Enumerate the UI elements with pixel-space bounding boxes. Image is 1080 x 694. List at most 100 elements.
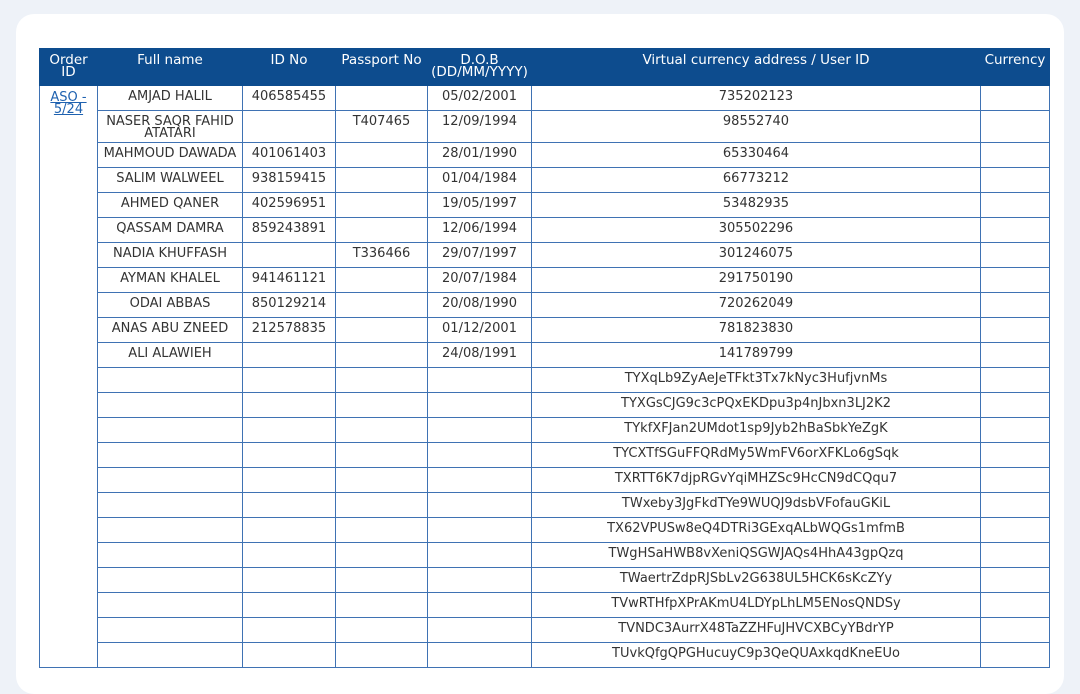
full-name-cell [97,542,243,568]
id-no-cell [242,492,336,518]
address-cell: 781823830 [531,317,981,343]
address-cell: 291750190 [531,267,981,293]
full-name-cell: AHMED QANER [97,192,243,218]
column-header: D.O.B (DD/MM/YYYY) [427,48,532,86]
table-row: TX62VPUSw8eQ4DTRi3GExqALbWQGs1mfmB [40,517,1050,543]
id-no-cell [242,567,336,593]
dob-cell [427,367,532,393]
table-row: TYXGsCJG9c3cPQxEKDpu3p4nJbxn3LJ2K2 [40,392,1050,418]
column-header: Passport No [335,48,428,86]
passport-no-cell [335,492,428,518]
currency-cell [980,542,1050,568]
currency-cell [980,217,1050,243]
table-row: AHMED QANER 402596951 19/05/1997 53482935 [40,192,1050,218]
currency-cell [980,342,1050,368]
address-cell: TWgHSaHWB8vXeniQSGWJAQs4HhA43gpQzq [531,542,981,568]
id-no-cell [242,110,336,143]
passport-no-cell [335,85,428,111]
dob-cell: 29/07/1997 [427,242,532,268]
id-no-cell: 859243891 [242,217,336,243]
id-no-cell [242,642,336,668]
table-row: TYkfXFJan2UMdot1sp9Jyb2hBaSbkYeZgK [40,417,1050,443]
dob-cell: 12/06/1994 [427,217,532,243]
full-name-cell: MAHMOUD DAWADA [97,142,243,168]
header-row: Order ID Full name ID No Passport No D.O.B (… [39,48,1050,86]
id-no-cell [242,517,336,543]
dob-cell: 20/08/1990 [427,292,532,318]
card: Order ID Full name ID No Passport No D.O.B (… [16,14,1064,694]
table-row: QASSAM DAMRA 859243891 12/06/1994 305502296 [40,217,1050,243]
address-cell: TYXGsCJG9c3cPQxEKDpu3p4nJbxn3LJ2K2 [531,392,981,418]
table-row: ASO - 5/24 AMJAD HALIL 406585455 05/02/2001… [39,85,1050,668]
address-cell: 735202123 [531,85,981,111]
address-cell: TWaertrZdpRJSbLv2G638UL5HCK6sKcZYy [531,567,981,593]
table-row: TVNDC3AurrX48TaZZHFuJHVCXBCyYBdrYP [40,617,1050,643]
passport-no-cell: T407465 [335,110,428,143]
id-no-cell [242,417,336,443]
address-cell: TWxeby3JgFkdTYe9WUQJ9dsbVFofauGKiL [531,492,981,518]
passport-no-cell [335,342,428,368]
order-id-link[interactable]: ASO - 5/24 [50,90,87,117]
passport-no-cell [335,292,428,318]
passport-no-cell [335,217,428,243]
passport-no-cell: T336466 [335,242,428,268]
address-cell: 305502296 [531,217,981,243]
full-name-cell [97,392,243,418]
table-row: TWxeby3JgFkdTYe9WUQJ9dsbVFofauGKiL [40,492,1050,518]
full-name-cell: NASER SAQR FAHID ATATARI [97,110,243,143]
full-name-cell: NADIA KHUFFASH [97,242,243,268]
full-name-cell: ODAI ABBAS [97,292,243,318]
full-name-cell [97,417,243,443]
dob-cell: 20/07/1984 [427,267,532,293]
currency-cell [980,242,1050,268]
dob-cell [427,442,532,468]
id-no-cell [242,342,336,368]
address-cell: TVNDC3AurrX48TaZZHFuJHVCXBCyYBdrYP [531,617,981,643]
data-table: Order ID Full name ID No Passport No D.O.B (… [39,48,1050,668]
passport-no-cell [335,617,428,643]
address-cell: TXRTT6K7djpRGvYqiMHZSc9HcCN9dCQqu7 [531,467,981,493]
currency-cell [980,442,1050,468]
address-cell: 720262049 [531,292,981,318]
passport-no-cell [335,192,428,218]
table-row: TYXqLb9ZyAeJeTFkt3Tx7kNyc3HufjvnMs [40,367,1050,393]
passport-no-cell [335,367,428,393]
id-no-cell: 938159415 [242,167,336,193]
address-cell: TYkfXFJan2UMdot1sp9Jyb2hBaSbkYeZgK [531,417,981,443]
full-name-cell [97,367,243,393]
full-name-cell [97,442,243,468]
full-name-cell [97,617,243,643]
currency-cell [980,517,1050,543]
passport-no-cell [335,567,428,593]
full-name-cell [97,592,243,618]
passport-no-cell [335,392,428,418]
full-name-cell: ANAS ABU ZNEED [97,317,243,343]
id-no-cell [242,442,336,468]
full-name-cell: AMJAD HALIL [97,85,243,111]
full-name-cell [97,567,243,593]
id-no-cell [242,592,336,618]
id-no-cell: 406585455 [242,85,336,111]
address-cell: 301246075 [531,242,981,268]
table-body: ASO - 5/24 AMJAD HALIL 406585455 05/02/2001… [39,85,1050,668]
currency-cell [980,642,1050,668]
dob-cell: 05/02/2001 [427,85,532,111]
currency-cell [980,592,1050,618]
currency-cell [980,492,1050,518]
full-name-cell [97,492,243,518]
dob-cell [427,492,532,518]
currency-cell [980,367,1050,393]
passport-no-cell [335,267,428,293]
passport-no-cell [335,542,428,568]
dob-cell: 28/01/1990 [427,142,532,168]
id-no-cell [242,367,336,393]
dob-cell [427,417,532,443]
id-no-cell [242,242,336,268]
full-name-cell [97,517,243,543]
full-name-cell: QASSAM DAMRA [97,217,243,243]
full-name-cell [97,467,243,493]
passport-no-cell [335,417,428,443]
id-no-cell [242,617,336,643]
column-header: ID No [242,48,336,86]
full-name-cell: SALIM WALWEEL [97,167,243,193]
